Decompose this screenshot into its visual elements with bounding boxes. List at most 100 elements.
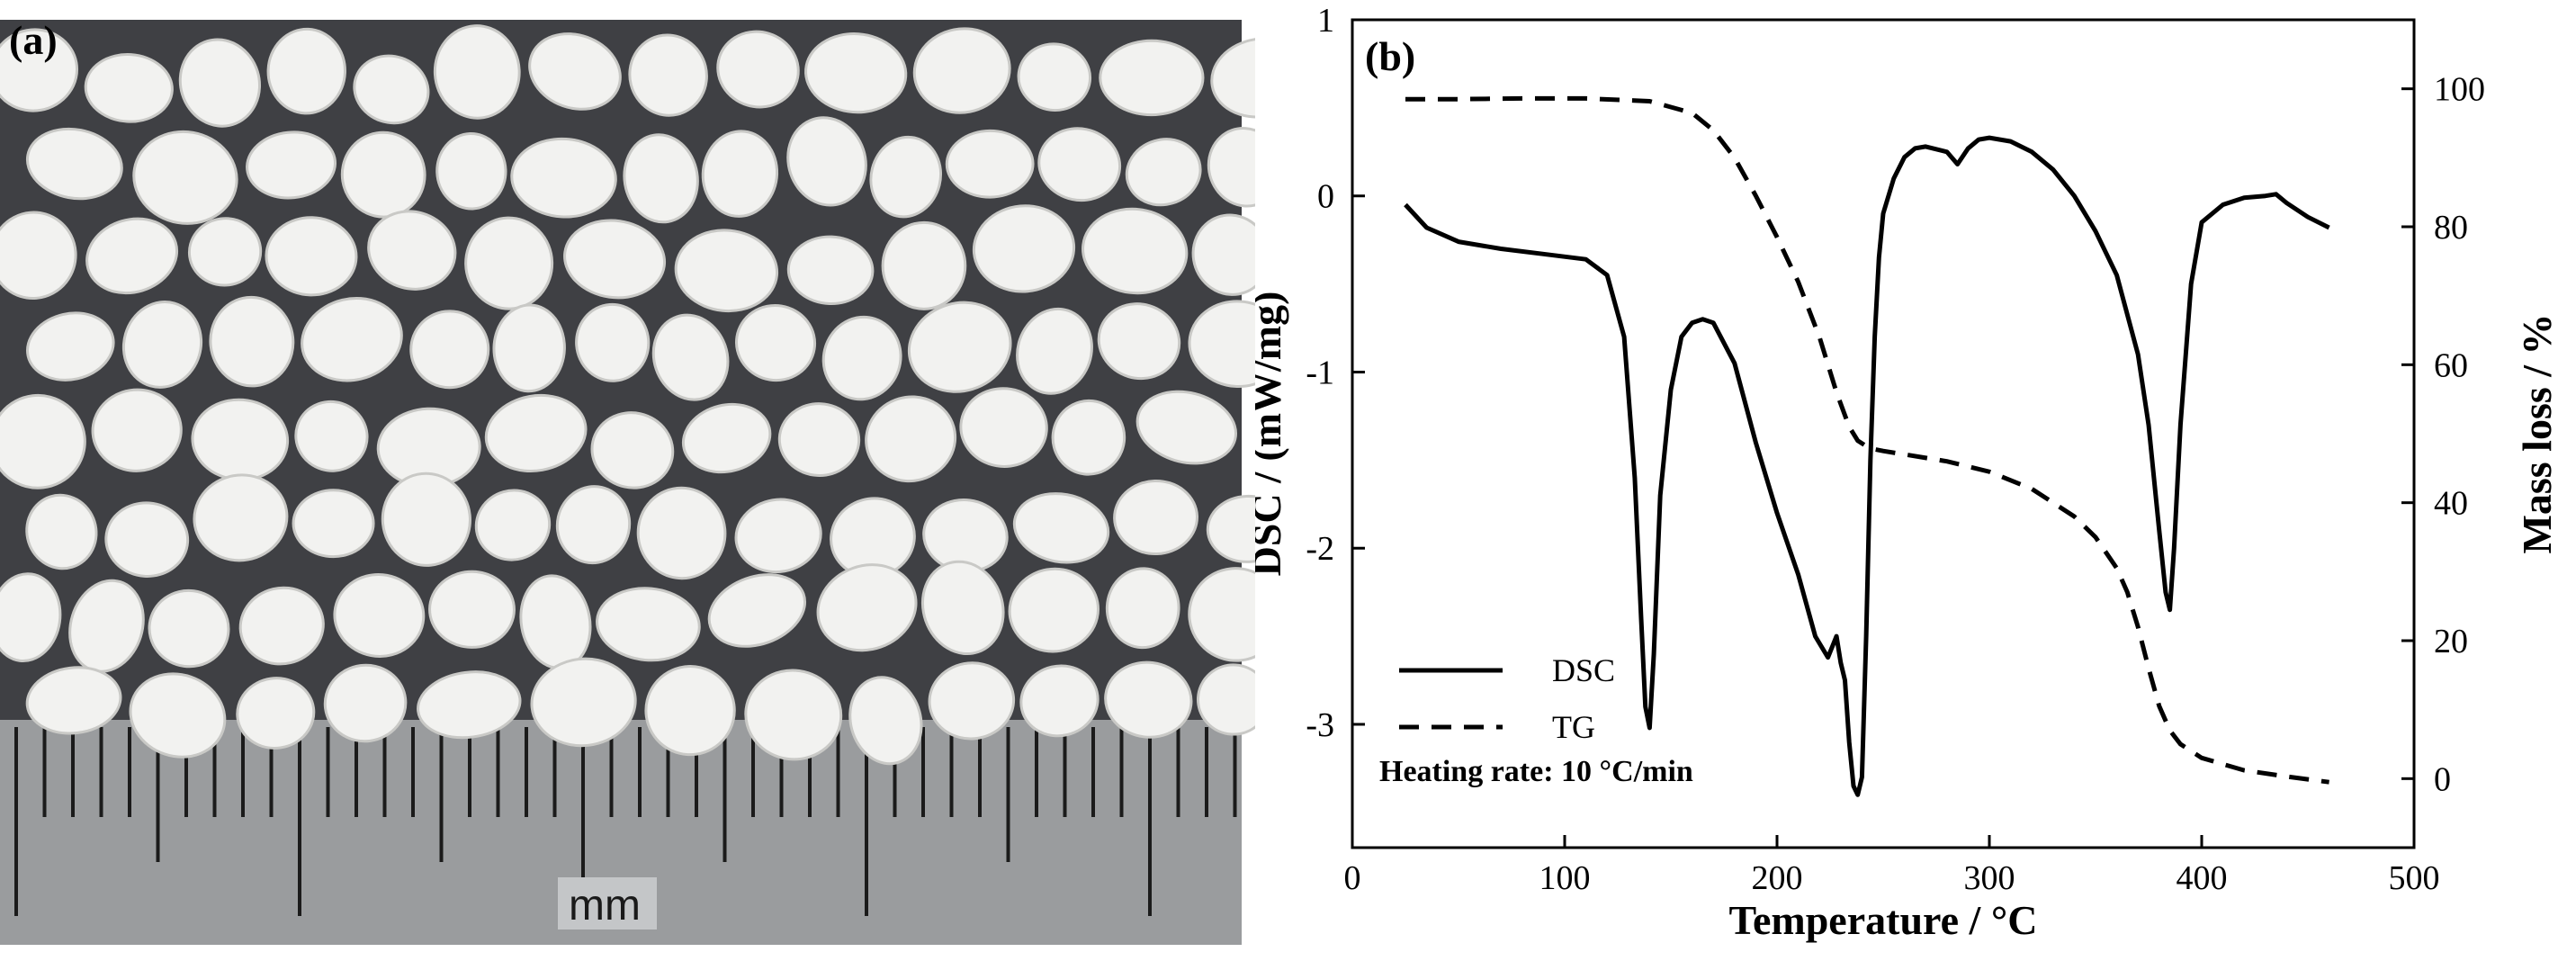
y-right-tick-label: 100 [2434,71,2485,109]
granule [333,572,426,658]
granule [187,217,263,287]
photo-panel: mm (a) [0,0,1312,966]
granule [0,572,62,663]
x-tick-label: 200 [1752,859,1803,897]
plot-frame [1351,18,2416,849]
granule [0,393,86,489]
granule [1012,492,1110,564]
granule [1099,39,1205,117]
legend-dsc-label: DSC [1552,652,1615,688]
ruler-ticks [14,727,1237,916]
granule [681,402,772,474]
y-left-tick-label: 0 [1317,178,1334,216]
granule [464,216,554,310]
granule [0,211,77,301]
granule [1037,127,1122,202]
granule [381,472,471,567]
granule [323,663,408,743]
legend-tg-label: TG [1552,709,1595,745]
panel-a-label: (a) [9,17,58,63]
y-left-axis-ticks: 1 0 -1 -2 -3 [1306,2,1365,744]
granule [1016,307,1093,395]
y-right-tick-label: 40 [2434,485,2468,523]
granule [91,388,183,472]
granule [786,235,875,306]
granule [1105,567,1180,650]
granule [294,400,369,472]
granule [25,311,115,382]
granule [492,303,566,393]
granule [528,32,622,111]
granule [628,33,708,117]
granule [266,27,346,115]
granule [912,27,1011,114]
granule [367,210,457,291]
granule [25,666,122,735]
granule [786,116,867,207]
x-axis-ticks: 0 100 200 300 400 500 [1344,835,2440,897]
granule [869,135,943,219]
granule [1125,138,1202,207]
granule [193,473,289,562]
granule [1113,479,1199,556]
granule [865,395,957,483]
x-tick-label: 400 [2177,859,2228,897]
granule [428,570,516,649]
x-axis-title: Temperature / °C [1729,897,2038,943]
granule [417,670,522,740]
granule [701,130,779,218]
y-right-tick-label: 20 [2434,623,2468,660]
granule [484,393,588,472]
x-tick-label: 100 [1539,859,1591,897]
granule [1097,302,1181,381]
granule [474,489,552,561]
granule [928,661,1016,741]
granule [510,137,617,219]
granule [821,315,902,401]
granule [707,573,807,648]
granule [734,498,822,574]
granule [644,665,736,757]
granule [129,672,227,759]
granule [246,130,337,200]
scale-unit-box [558,877,657,930]
granule [945,129,1035,199]
granule [121,300,203,389]
granule [25,127,123,201]
granule [1051,399,1126,476]
granule [907,301,1012,393]
granule [435,131,507,211]
granules [0,24,1312,766]
y-right-axis-title: Mass loss / % [2514,313,2560,553]
x-tick-label: 300 [1964,859,2015,897]
y-left-axis-title: DSC / (mW/mg) [1255,292,1289,577]
granule [433,24,521,120]
granule [1019,664,1100,738]
granule [25,493,98,570]
granule [804,32,908,114]
y-right-axis-ticks: 100 80 60 40 20 0 [2401,71,2485,798]
granule [353,54,430,125]
granule [881,220,967,310]
granule [209,295,295,388]
granule [1082,207,1189,295]
granule [148,588,230,669]
granule [575,302,651,382]
granule [972,204,1076,293]
granule [674,229,779,313]
granule [623,133,699,224]
granule [1135,390,1238,465]
dsc-series-line [1404,135,2330,797]
y-right-tick-label: 0 [2434,760,2451,798]
heating-rate-annotation: Heating rate: 10 °C/min [1379,755,1693,788]
granule [236,677,316,750]
y-right-tick-label: 80 [2434,209,2468,247]
granule [84,53,174,123]
granule [301,296,403,382]
granule [409,310,490,390]
x-tick-label: 0 [1344,859,1361,897]
y-right-tick-label: 60 [2434,346,2468,384]
granule [132,130,238,225]
scale-unit-label: mm [569,882,641,930]
